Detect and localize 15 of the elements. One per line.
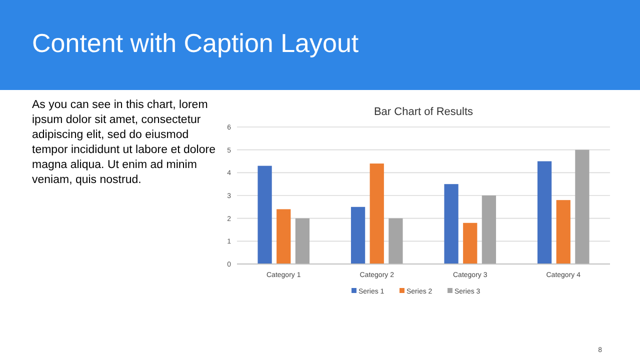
bar — [575, 150, 590, 264]
text: As you can see in this chart, lorem ipsum dolor sit amet, consectetur adipiscing elit, sed do eiusmod tempor incididunt ut labore et dolore magna aliqua. Ut enim ad minim veniam, quis nostrud. — [32, 98, 216, 188]
bar — [350, 206, 366, 264]
bar — [276, 209, 291, 264]
bar — [295, 218, 310, 264]
bar — [537, 161, 552, 264]
bar — [258, 166, 272, 264]
bar — [482, 196, 496, 264]
chart-title: Bar Chart of Results — [374, 106, 474, 118]
bar — [463, 222, 478, 264]
bar — [370, 164, 384, 264]
bar — [444, 184, 458, 264]
text: Content with Caption Layout — [32, 28, 360, 58]
bar — [556, 200, 570, 264]
bar — [388, 218, 403, 264]
